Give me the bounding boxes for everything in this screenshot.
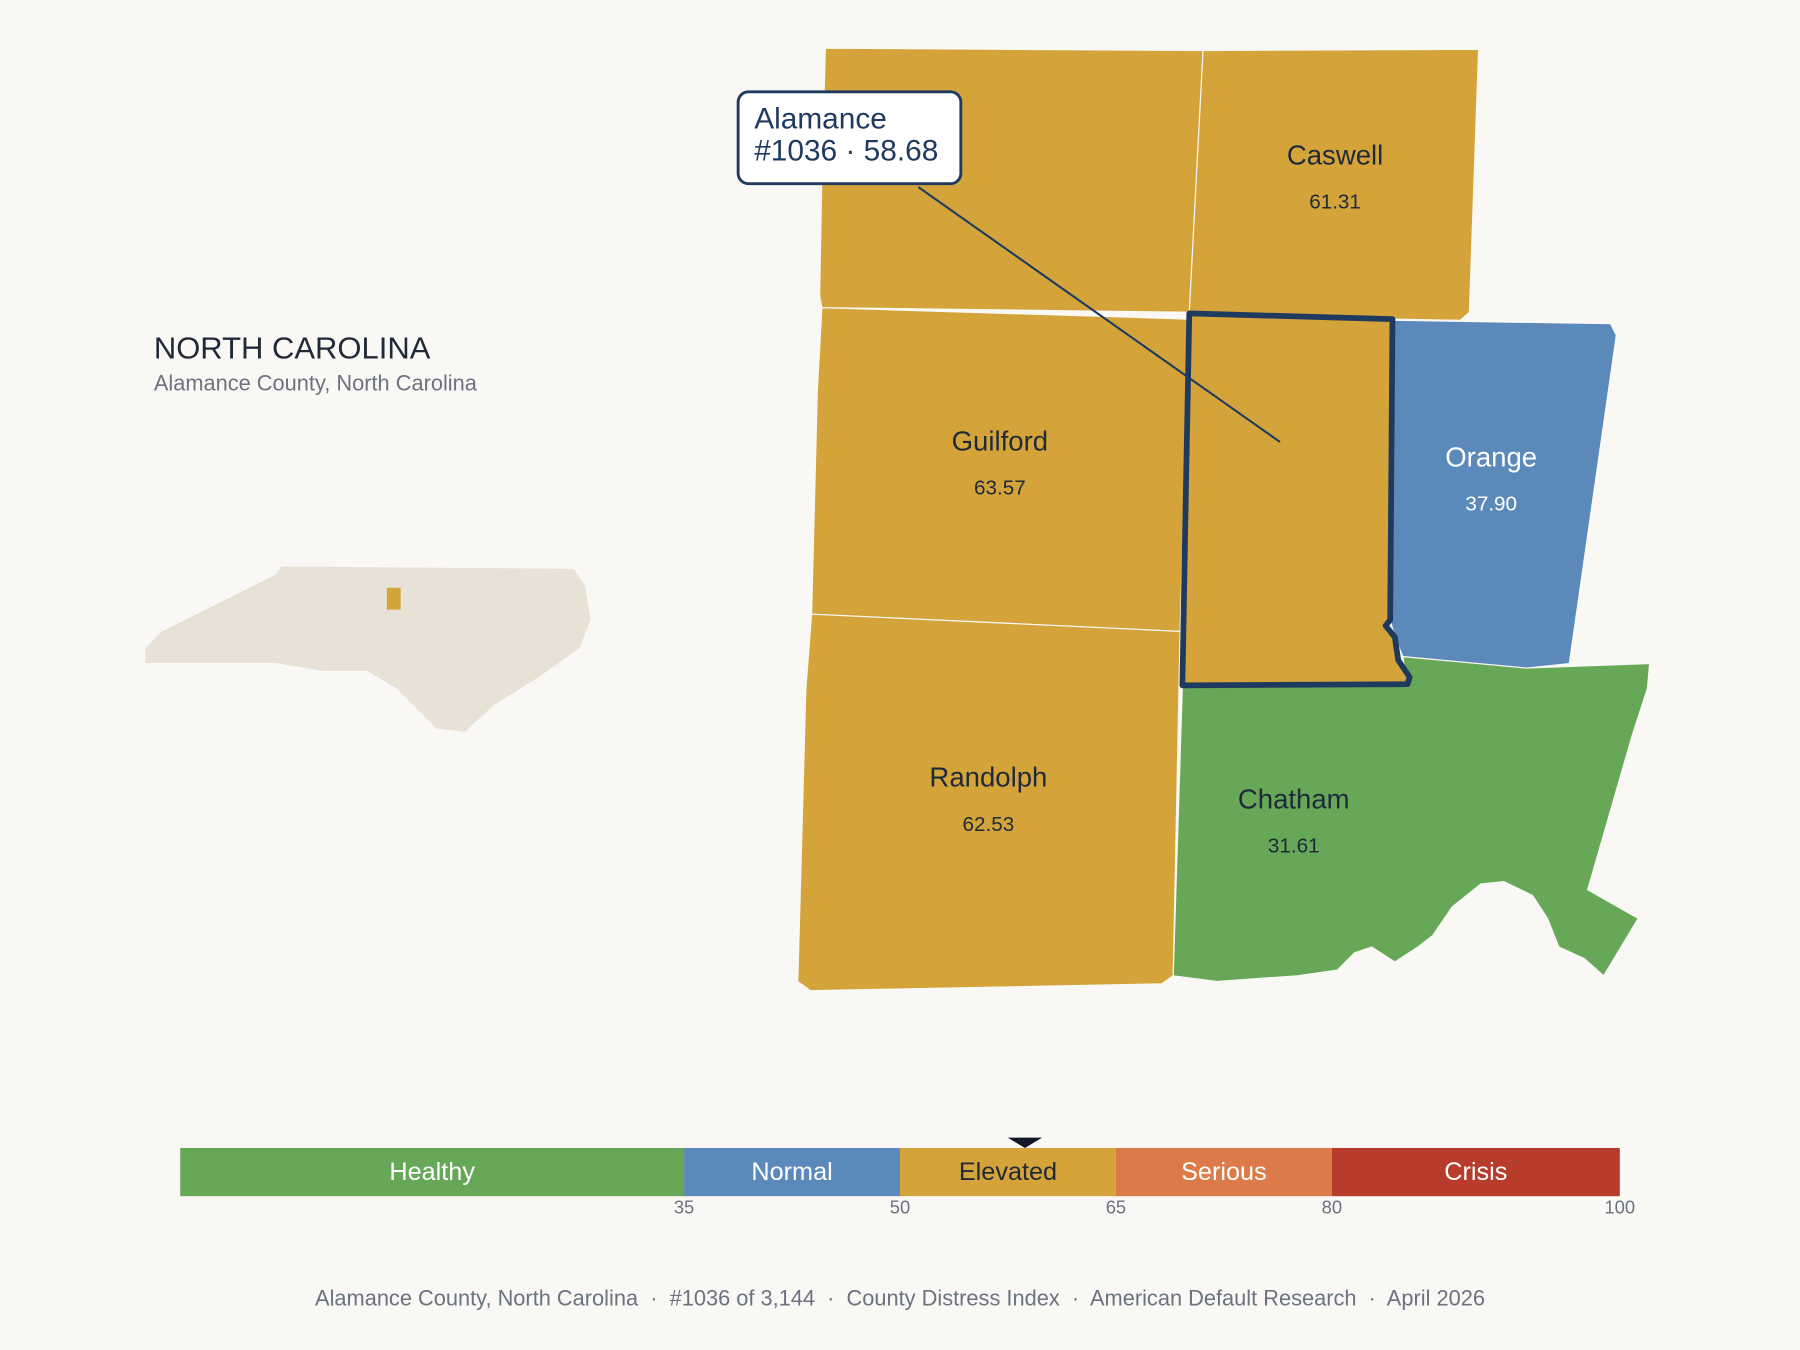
- legend-tick-label: 80: [1322, 1197, 1342, 1218]
- county-shape: [1172, 655, 1651, 983]
- county-name: Orange: [1445, 441, 1537, 472]
- legend-tick-label: 50: [890, 1197, 910, 1218]
- county-shape: [797, 613, 1181, 992]
- county-shape: [1188, 48, 1480, 321]
- callout-detail: #1036 · 58.68: [754, 135, 938, 168]
- county-name: Randolph: [929, 762, 1047, 793]
- county-value: 63.57: [974, 476, 1026, 499]
- county-value: 37.90: [1465, 493, 1517, 516]
- county-value: 61.31: [1309, 191, 1361, 214]
- legend-band-label: Healthy: [389, 1158, 475, 1186]
- county-name: Chatham: [1238, 784, 1350, 815]
- legend-band: [684, 1147, 900, 1197]
- county-name: Caswell: [1287, 140, 1383, 171]
- legend-band: [1115, 1147, 1332, 1197]
- callout-name: Alamance: [754, 102, 887, 135]
- county-shape: [811, 307, 1190, 632]
- county-map: [797, 47, 1651, 992]
- county-name: Guilford: [952, 425, 1048, 456]
- legend-tick-label: 100: [1604, 1197, 1635, 1218]
- legend-band: [1331, 1147, 1620, 1197]
- county-value: 31.61: [1268, 835, 1320, 858]
- county-value: 62.53: [963, 813, 1015, 836]
- state-title: NORTH CAROLINA: [154, 330, 431, 365]
- legend-band-label: Crisis: [1444, 1158, 1507, 1186]
- leader-line: [917, 186, 1281, 443]
- footer: Alamance County, North Carolina · #1036 …: [315, 1285, 1485, 1310]
- state-outline: [144, 565, 592, 733]
- score-marker: [1007, 1137, 1043, 1148]
- legend-band: [900, 1147, 1116, 1197]
- legend-band-label: Elevated: [959, 1158, 1057, 1186]
- selected-county: [1179, 310, 1413, 689]
- inset-highlight: [386, 587, 401, 610]
- legend-tick-label: 35: [674, 1197, 694, 1218]
- county-labels: Caswell 61.31 Guilford 63.57 Orange 37.9…: [929, 140, 1537, 858]
- callout: Alamance #1036 · 58.68: [736, 90, 1281, 443]
- callout-box: [736, 90, 963, 186]
- legend: Healthy Normal Elevated Serious Crisis 35 50 65…: [180, 1137, 1635, 1218]
- legend-band-label: Normal: [751, 1158, 832, 1186]
- subtitle: Alamance County, North Carolina: [154, 370, 478, 395]
- state-inset: [144, 565, 592, 733]
- legend-band: [180, 1147, 685, 1197]
- legend-band-label: Serious: [1181, 1158, 1267, 1186]
- legend-tick-label: 65: [1106, 1197, 1126, 1218]
